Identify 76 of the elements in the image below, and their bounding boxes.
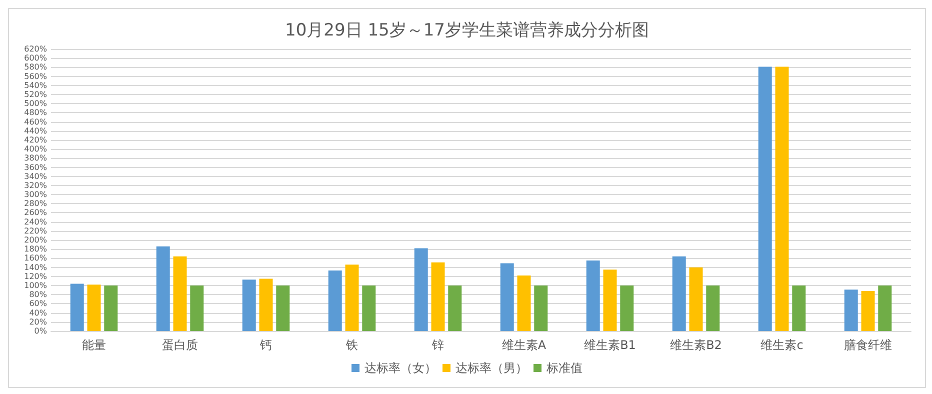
bar	[173, 256, 187, 331]
bar	[104, 286, 118, 331]
bar	[603, 270, 617, 331]
bar	[242, 280, 256, 331]
y-tick-label: 280%	[24, 199, 48, 208]
bar	[844, 290, 858, 331]
legend-label: 达标率（女）	[364, 361, 436, 375]
bar	[448, 286, 462, 331]
y-tick-label: 600%	[24, 54, 48, 63]
bar	[362, 286, 376, 331]
bar	[190, 286, 204, 331]
bar	[878, 286, 892, 331]
x-tick-label: 能量	[82, 338, 106, 352]
y-tick-label: 560%	[24, 72, 48, 81]
bar	[70, 284, 84, 331]
y-tick-label: 620%	[24, 44, 48, 54]
y-tick-label: 40%	[29, 308, 48, 318]
bar	[156, 246, 170, 331]
legend-label: 达标率（男）	[456, 361, 528, 375]
bar	[87, 284, 101, 331]
x-tick-label: 维生素B1	[584, 338, 636, 352]
y-tick-label: 420%	[24, 135, 48, 144]
y-tick-label: 200%	[24, 236, 48, 245]
y-tick-label: 520%	[24, 90, 48, 99]
y-tick-label: 320%	[24, 180, 48, 190]
y-tick-label: 360%	[24, 162, 48, 172]
bar	[431, 262, 445, 331]
y-tick-label: 100%	[24, 281, 48, 290]
y-tick-label: 120%	[24, 272, 48, 281]
y-tick-label: 60%	[29, 299, 48, 308]
x-tick-label: 维生素B2	[670, 338, 722, 352]
x-tick-label: 维生素A	[502, 338, 547, 352]
bar	[534, 286, 548, 331]
bar	[500, 263, 514, 331]
y-tick-label: 180%	[24, 244, 48, 254]
y-tick-label: 460%	[24, 117, 48, 126]
y-tick-label: 300%	[24, 190, 48, 200]
x-tick-label: 铁	[345, 338, 358, 352]
x-tick-label: 钙	[259, 338, 272, 352]
y-tick-label: 440%	[24, 126, 48, 136]
y-tick-label: 380%	[24, 154, 48, 163]
y-tick-label: 340%	[24, 172, 48, 181]
bar	[345, 264, 359, 331]
y-tick-label: 140%	[24, 262, 48, 272]
x-tick-label: 锌	[431, 338, 444, 352]
bar	[706, 286, 720, 331]
bar	[276, 286, 290, 331]
y-tick-label: 400%	[24, 144, 48, 154]
bar	[672, 256, 686, 331]
bar	[689, 267, 703, 331]
legend-label: 标准值	[546, 361, 582, 375]
x-tick-label: 维生素c	[760, 338, 804, 352]
bar	[792, 286, 806, 331]
y-tick-label: 500%	[24, 99, 48, 108]
bar	[517, 276, 531, 331]
y-tick-label: 540%	[24, 80, 48, 90]
y-tick-label: 260%	[24, 208, 48, 218]
bar	[586, 260, 600, 331]
y-tick-label: 580%	[24, 62, 48, 72]
y-tick-label: 240%	[24, 217, 48, 226]
y-tick-label: 220%	[24, 226, 48, 236]
y-tick-label: 480%	[24, 108, 48, 118]
bar	[758, 66, 772, 331]
bar	[328, 270, 342, 331]
y-tick-label: 80%	[29, 290, 48, 300]
bar	[775, 66, 789, 331]
y-tick-label: 160%	[24, 254, 48, 263]
bar	[620, 286, 634, 331]
bar	[861, 290, 875, 331]
bar	[414, 248, 428, 331]
chart-title: 10月29日 15岁～17岁学生菜谱营养成分分析图	[285, 20, 649, 40]
y-tick-label: 20%	[29, 317, 48, 326]
x-tick-label: 膳食纤维	[844, 338, 892, 352]
x-tick-label: 蛋白质	[162, 338, 198, 352]
bar	[259, 278, 273, 331]
y-tick-label: 0%	[34, 326, 48, 336]
